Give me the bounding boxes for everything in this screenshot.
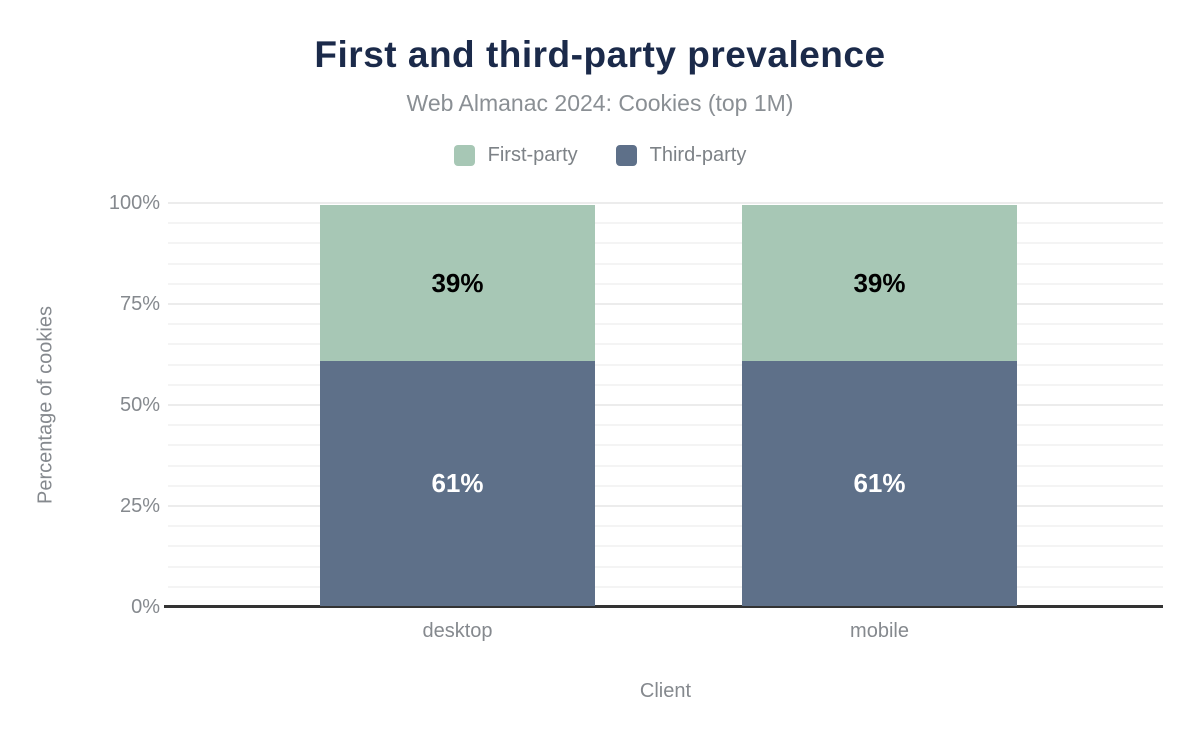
gridline-45 bbox=[168, 424, 1163, 427]
legend-swatch-third-party bbox=[615, 145, 637, 166]
bar-segment-desktop-third-party: 61% bbox=[320, 361, 595, 606]
legend-swatch-first-party bbox=[453, 145, 475, 166]
value-label-desktop-third-party: 61% bbox=[431, 468, 484, 499]
legend-item-first-party: First-party bbox=[453, 144, 578, 167]
x-category-label-desktop: desktop bbox=[422, 620, 493, 642]
gridline-100 bbox=[168, 202, 1163, 204]
legend: First-party Third-party bbox=[0, 144, 1200, 167]
gridline-10 bbox=[168, 565, 1163, 568]
legend-label-third-party: Third-party bbox=[649, 144, 747, 166]
plot-area: 61% 39% 61% 39% bbox=[164, 202, 1163, 608]
gridline-70 bbox=[168, 323, 1163, 326]
value-label-desktop-first-party: 39% bbox=[431, 267, 484, 298]
bar-mobile: 61% 39% bbox=[742, 204, 1017, 606]
gridline-55 bbox=[168, 383, 1163, 386]
y-axis-title: Percentage of cookies bbox=[34, 306, 57, 504]
value-label-mobile-first-party: 39% bbox=[853, 267, 906, 298]
y-tick-label-50: 50% bbox=[119, 394, 160, 416]
gridline-85 bbox=[168, 262, 1163, 265]
y-tick-label-0: 0% bbox=[131, 596, 160, 618]
legend-item-third-party: Third-party bbox=[615, 144, 747, 167]
gridline-95 bbox=[168, 222, 1163, 225]
y-tick-label-25: 25% bbox=[119, 495, 160, 517]
gridline-5 bbox=[168, 585, 1163, 588]
x-axis-baseline bbox=[164, 605, 1163, 608]
bar-segment-desktop-first-party: 39% bbox=[320, 204, 595, 362]
gridline-80 bbox=[168, 282, 1163, 285]
chart-title: First and third-party prevalence bbox=[314, 34, 886, 75]
gridline-35 bbox=[168, 464, 1163, 467]
legend-label-first-party: First-party bbox=[487, 144, 578, 166]
bar-segment-mobile-third-party: 61% bbox=[742, 361, 1017, 606]
gridline-65 bbox=[168, 343, 1163, 346]
gridline-60 bbox=[168, 363, 1163, 366]
y-axis-tick-labels: 0% 25% 50% 75% 100% bbox=[60, 192, 160, 618]
x-axis-title: Client bbox=[639, 680, 692, 702]
x-axis-category-labels: desktop mobile bbox=[168, 620, 1163, 646]
x-category-label-mobile: mobile bbox=[850, 620, 909, 642]
gridline-75 bbox=[168, 303, 1163, 305]
gridline-50 bbox=[168, 404, 1163, 406]
value-label-mobile-third-party: 61% bbox=[853, 468, 906, 499]
gridline-30 bbox=[168, 484, 1163, 487]
bar-desktop: 61% 39% bbox=[320, 204, 595, 606]
gridline-25 bbox=[168, 505, 1163, 507]
y-tick-label-75: 75% bbox=[119, 293, 160, 315]
gridline-40 bbox=[168, 444, 1163, 447]
bar-segment-mobile-first-party: 39% bbox=[742, 204, 1017, 362]
gridline-20 bbox=[168, 525, 1163, 528]
y-tick-label-100: 100% bbox=[108, 192, 160, 214]
gridline-90 bbox=[168, 242, 1163, 245]
gridline-15 bbox=[168, 545, 1163, 548]
chart-subtitle: Web Almanac 2024: Cookies (top 1M) bbox=[406, 90, 794, 116]
